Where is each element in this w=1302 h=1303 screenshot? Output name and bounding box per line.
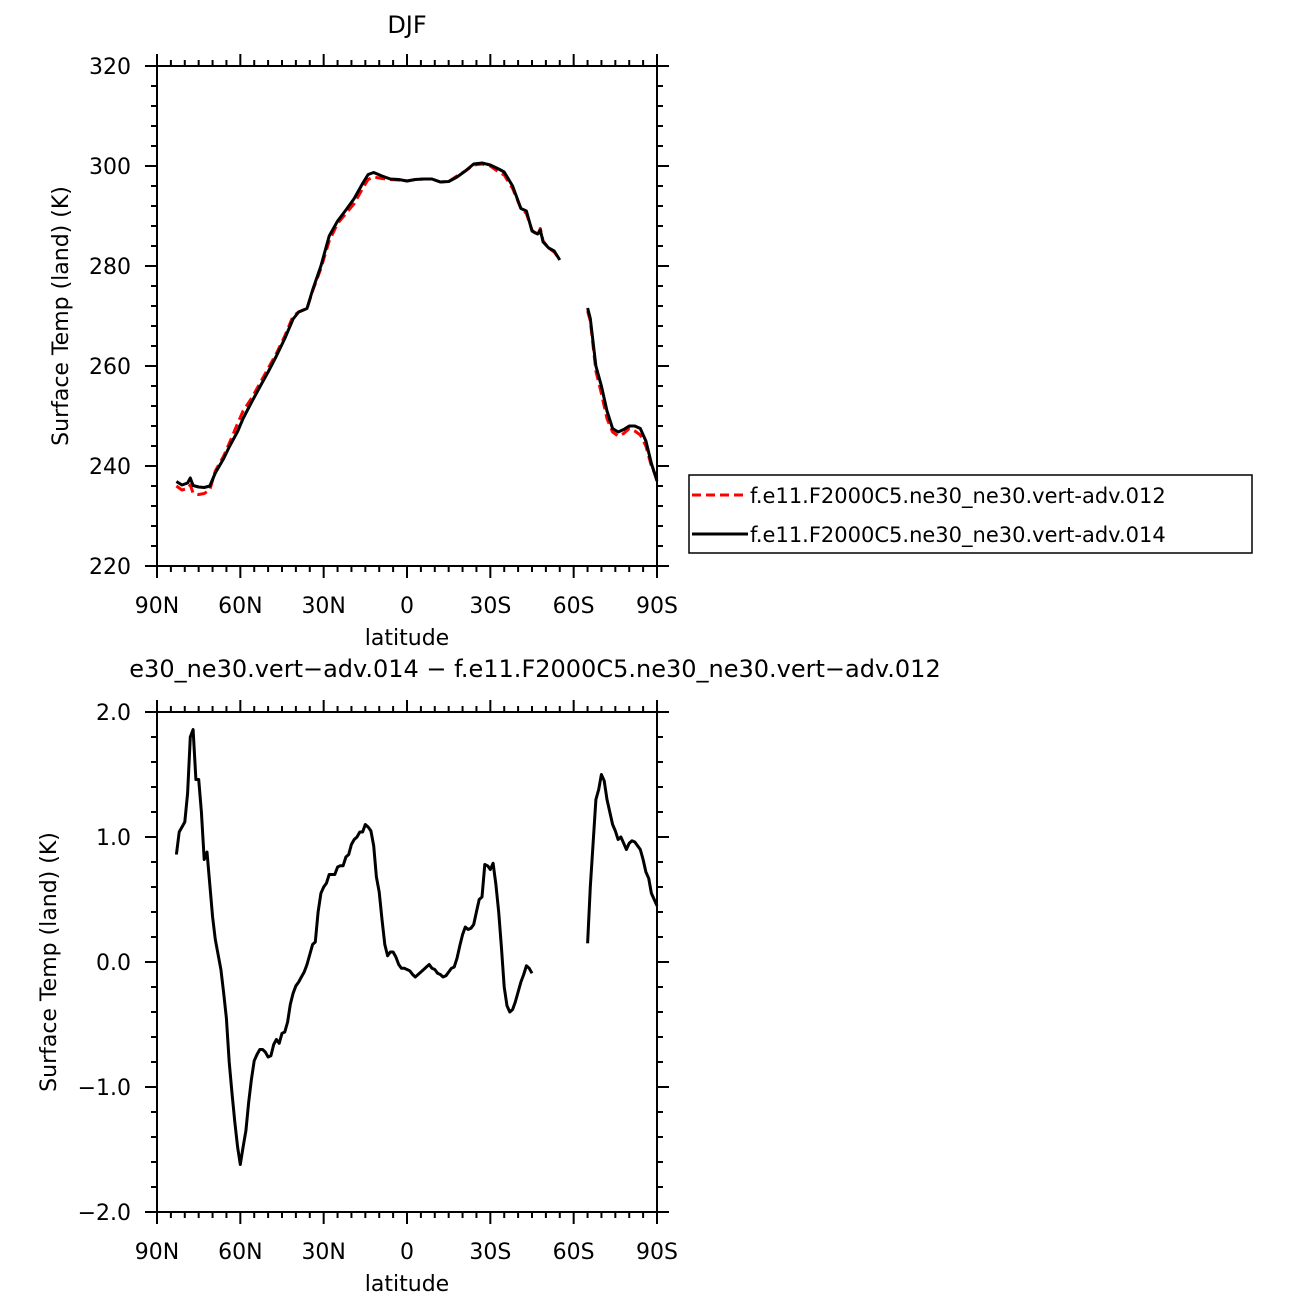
legend-box	[688, 474, 1253, 554]
top-x-tick-label: 90S	[636, 594, 678, 619]
bottom-y-tick-label: −1.0	[78, 1076, 131, 1101]
bottom-series-0-segment-1	[586, 773, 659, 944]
top-x-tick-label: 60N	[218, 594, 262, 619]
legend-label-014: f.e11.F2000C5.ne30_ne30.vert-adv.014	[750, 523, 1166, 548]
bottom-y-tick-label: 2.0	[96, 701, 131, 726]
top-plot-frame	[156, 65, 658, 567]
top-y-tick-label: 300	[89, 155, 131, 180]
top-ticks: 90N 60N 30N 0 30S 60S 90S 220 240 260 280 300 320	[89, 54, 678, 619]
top-x-tick-label: 90N	[135, 594, 179, 619]
top-y-tick-label: 280	[89, 255, 131, 280]
top-x-axis-label: latitude	[365, 626, 449, 651]
bottom-panel: e30_ne30.vert−adv.014 − f.e11.F2000C5.ne…	[37, 655, 941, 1297]
top-y-tick-label: 240	[89, 455, 131, 480]
bottom-plot-area	[174, 728, 659, 1166]
top-panel: DJF 90N 60N 30N 0 30S 60S 90S 220 240 260 280 300 32…	[49, 11, 1253, 651]
top-y-axis-label: Surface Temp (land) (K)	[49, 186, 74, 446]
bottom-y-tick-label: 1.0	[96, 826, 131, 851]
top-series-0-segment-0	[175, 162, 562, 496]
bottom-ticks: 90N 60N 30N 0 30S 60S 90S −2.0 −1.0 0.0 1.0 2.0	[78, 700, 678, 1265]
bottom-plot-frame	[156, 711, 658, 1213]
bottom-y-tick-label: 0.0	[96, 951, 131, 976]
bottom-x-tick-label: 90N	[135, 1240, 179, 1265]
legend-label-012: f.e11.F2000C5.ne30_ne30.vert-adv.012	[750, 484, 1166, 509]
bottom-x-tick-label: 60N	[218, 1240, 262, 1265]
bottom-x-tick-label: 90S	[636, 1240, 678, 1265]
bottom-x-axis-label: latitude	[365, 1272, 449, 1297]
bottom-x-tick-label: 60S	[553, 1240, 595, 1265]
top-x-tick-label: 60S	[553, 594, 595, 619]
bottom-y-tick-label: −2.0	[78, 1201, 131, 1226]
top-x-tick-label: 30S	[469, 594, 511, 619]
top-legend: f.e11.F2000C5.ne30_ne30.vert-adv.012 f.e…	[688, 474, 1253, 554]
top-plot-area	[175, 161, 659, 496]
bottom-title: e30_ne30.vert−adv.014 − f.e11.F2000C5.ne…	[129, 655, 940, 683]
bottom-series-0-segment-0	[174, 728, 534, 1166]
top-title: DJF	[387, 11, 426, 39]
top-series-1-segment-0	[175, 161, 562, 489]
bottom-x-tick-label: 0	[400, 1240, 414, 1265]
top-y-tick-label: 220	[89, 555, 131, 580]
bottom-x-tick-label: 30N	[301, 1240, 345, 1265]
top-x-tick-label: 0	[400, 594, 414, 619]
top-y-tick-label: 260	[89, 355, 131, 380]
top-series-0-segment-1	[586, 310, 659, 480]
top-y-tick-label: 320	[89, 55, 131, 80]
top-series-1-segment-1	[586, 307, 659, 482]
bottom-x-tick-label: 30S	[469, 1240, 511, 1265]
bottom-y-axis-label: Surface Temp (land) (K)	[37, 832, 62, 1092]
top-x-tick-label: 30N	[301, 594, 345, 619]
